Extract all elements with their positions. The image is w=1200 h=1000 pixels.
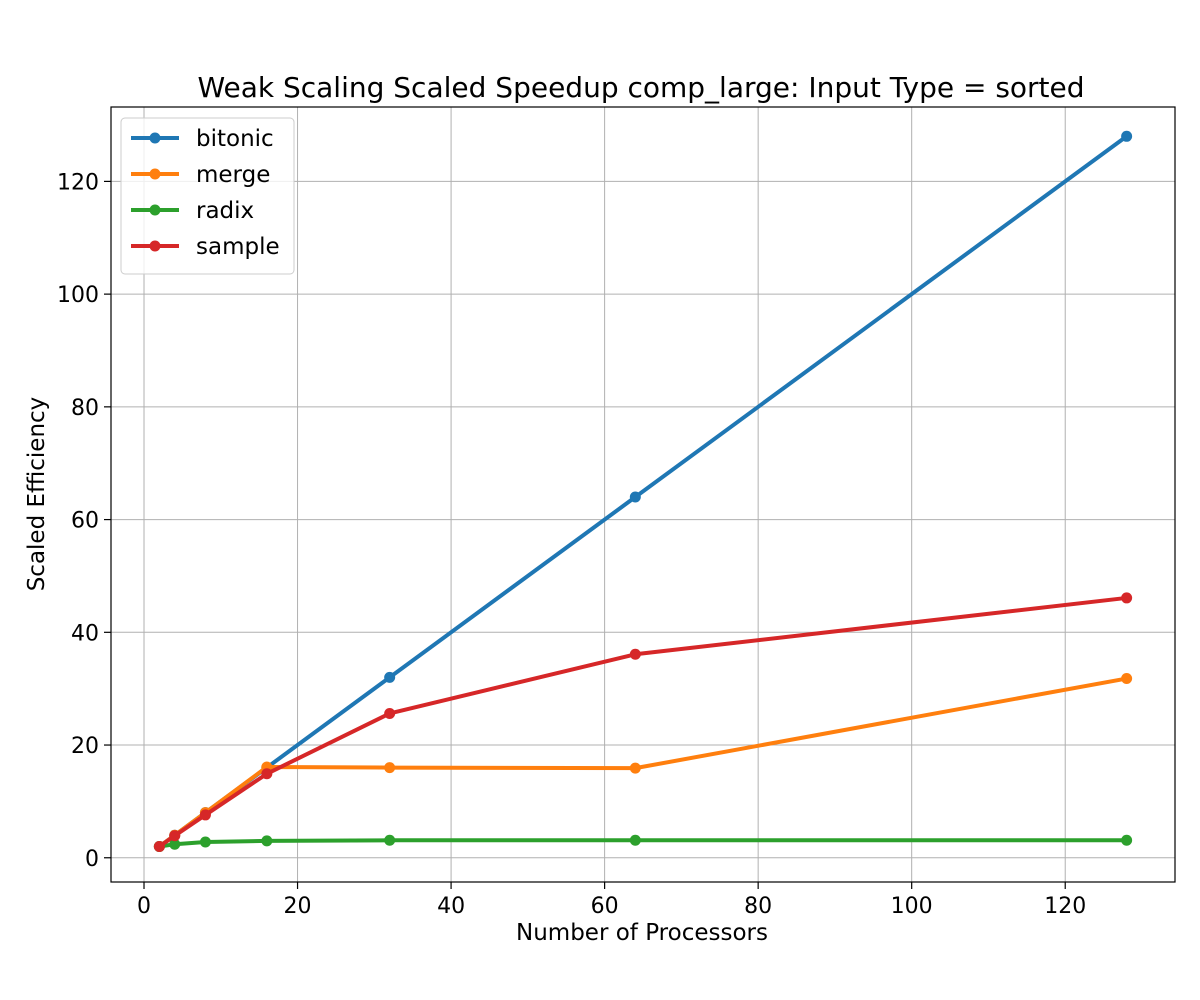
x-axis-ticks: 0 20 40 60 80 100 120 — [137, 882, 1086, 919]
series-line-merge — [156, 676, 1129, 850]
data-point-radix — [384, 834, 396, 846]
y-tick-label: 60 — [71, 509, 99, 534]
chart-title: Weak Scaling Scaled Speedup comp_large: … — [197, 71, 1084, 104]
data-point-radix — [261, 835, 273, 847]
x-tick-label: 0 — [137, 894, 151, 919]
y-tick-label: 80 — [71, 396, 99, 421]
data-point-merge — [384, 762, 396, 774]
series-line-sample — [156, 595, 1129, 850]
legend: bitonic merge radix sample — [120, 117, 295, 275]
data-point-sample — [384, 707, 396, 719]
plot-area-frame — [110, 106, 1176, 883]
x-axis-label: Number of Processors — [516, 920, 768, 946]
data-point-radix — [169, 838, 181, 850]
data-point-sample — [261, 768, 273, 780]
y-tick-label: 20 — [71, 734, 99, 759]
data-point-merge — [1121, 673, 1133, 685]
data-point-sample — [169, 830, 181, 842]
data-point-radix — [629, 834, 641, 846]
legend-marker-sample — [149, 240, 161, 252]
series-line-bitonic — [156, 133, 1130, 850]
legend-label-bitonic: bitonic — [196, 126, 274, 152]
legend-box — [120, 117, 295, 275]
x-tick-label: 80 — [744, 894, 772, 919]
y-axis-label: Scaled Efficiency — [24, 397, 50, 592]
series-bitonic — [153, 130, 1133, 852]
legend-marker-radix — [149, 204, 161, 216]
series-line-radix — [157, 838, 1129, 849]
series-radix — [153, 834, 1133, 852]
y-axis-ticks: 0 20 40 60 80 100 120 — [57, 170, 111, 872]
legend-marker-merge — [149, 168, 161, 180]
legend-marker-bitonic — [149, 132, 161, 144]
legend-label-radix: radix — [196, 198, 254, 224]
x-tick-label: 100 — [891, 894, 933, 919]
x-tick-label: 120 — [1044, 894, 1086, 919]
y-tick-label: 40 — [71, 621, 99, 646]
data-point-merge — [629, 762, 641, 774]
data-point-radix — [1121, 834, 1133, 846]
y-tick-label: 120 — [57, 170, 99, 195]
x-tick-label: 40 — [437, 894, 465, 919]
data-point-bitonic — [629, 491, 641, 503]
data-point-sample — [199, 809, 211, 821]
x-tick-label: 60 — [591, 894, 619, 919]
data-point-sample — [629, 648, 641, 660]
data-point-bitonic — [1121, 130, 1133, 142]
data-point-sample — [1121, 592, 1133, 604]
x-tick-label: 20 — [284, 894, 312, 919]
data-point-bitonic — [384, 671, 396, 683]
series-group — [153, 130, 1133, 852]
series-merge — [153, 673, 1133, 852]
legend-label-sample: sample — [196, 234, 280, 260]
data-point-radix — [199, 836, 211, 848]
series-sample — [153, 592, 1133, 852]
grid — [111, 107, 1175, 882]
data-point-sample — [153, 840, 165, 852]
y-tick-label: 0 — [85, 847, 99, 872]
y-tick-label: 100 — [57, 283, 99, 308]
legend-label-merge: merge — [196, 162, 270, 188]
